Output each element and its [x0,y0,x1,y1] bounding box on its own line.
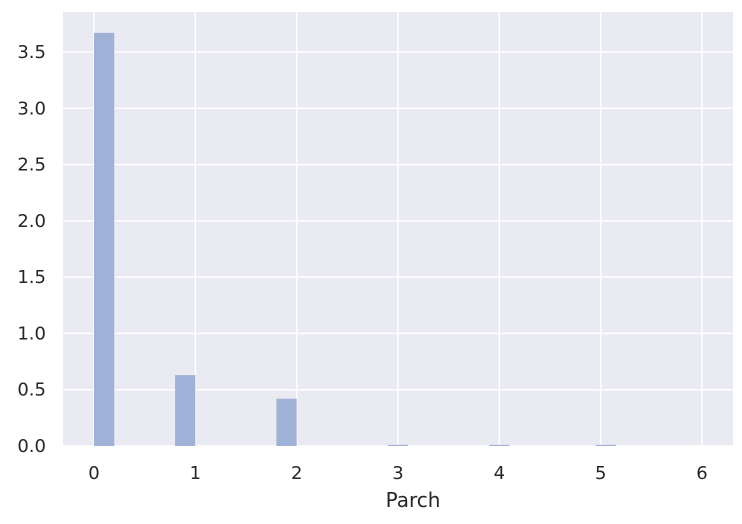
x-axis-ticks: 0 1 2 3 4 5 6 [88,463,707,484]
x-tick-label: 1 [190,463,201,484]
y-tick-label: 2.0 [17,211,46,232]
y-axis-ticks: 0.0 0.5 1.0 1.5 2.0 2.5 3.0 3.5 [17,42,46,457]
y-tick-label: 0.0 [17,436,46,457]
x-tick-label: 6 [696,463,707,484]
y-tick-label: 3.5 [17,42,46,63]
x-axis-label: Parch [386,488,441,512]
y-tick-label: 2.5 [17,155,46,176]
histogram-bar [94,32,115,447]
y-tick-label: 1.5 [17,267,46,288]
histogram-bar [387,444,409,446]
histogram-bar [595,444,616,446]
histogram-bar [276,398,297,446]
grid-lines [63,12,733,447]
y-tick-label: 3.0 [17,98,46,119]
x-tick-label: 5 [595,463,606,484]
x-tick-label: 2 [291,463,302,484]
x-tick-label: 4 [494,463,505,484]
histogram-bar [489,444,510,446]
y-tick-label: 1.0 [17,323,46,344]
x-tick-label: 0 [88,463,99,484]
histogram-bar [175,375,196,446]
bars [94,32,616,447]
y-tick-label: 0.5 [17,380,46,401]
x-tick-label: 3 [392,463,403,484]
